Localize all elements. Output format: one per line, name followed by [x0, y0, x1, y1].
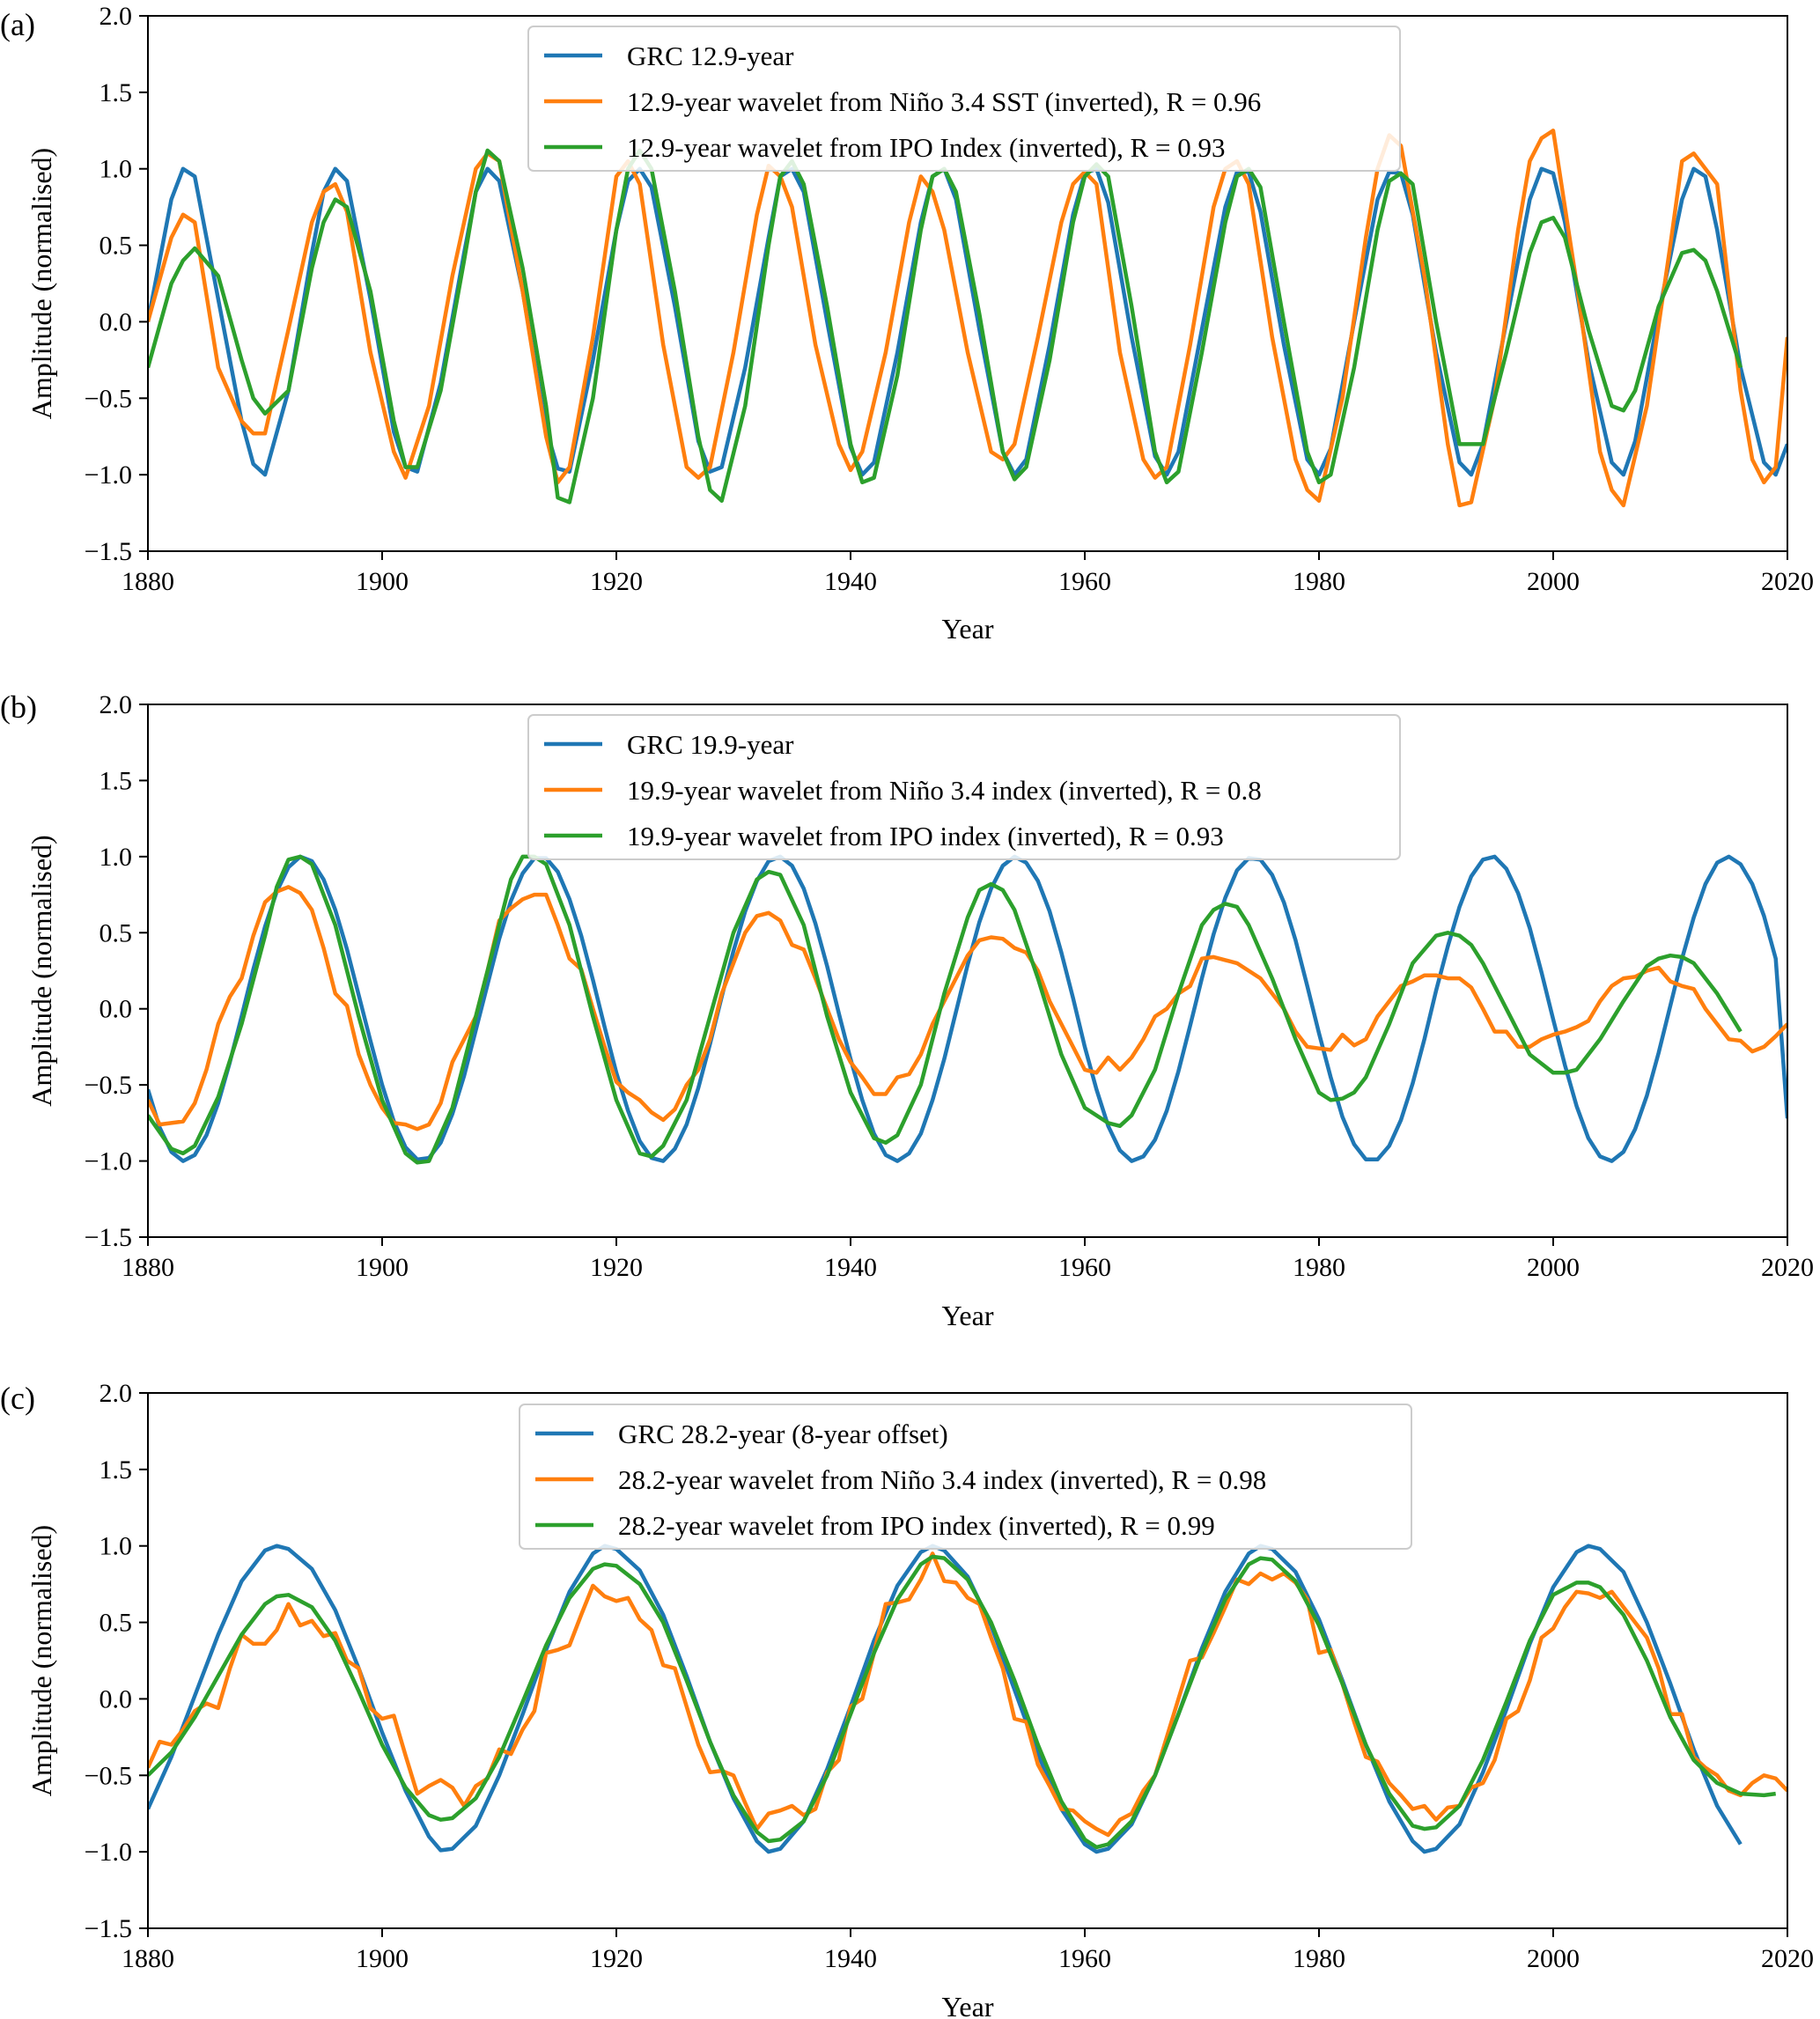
panel-label: (c)	[0, 1381, 35, 1416]
y-tick-label: 1.0	[99, 155, 133, 184]
y-axis-label: Amplitude (normalised)	[26, 1525, 57, 1796]
x-tick-label: 2000	[1527, 567, 1580, 596]
series-line-3	[148, 1554, 1777, 1850]
x-tick-label: 1900	[356, 1944, 409, 1973]
y-tick-label: 2.0	[99, 1379, 133, 1408]
series-line-2	[148, 885, 1787, 1131]
series-line-2	[148, 1551, 1787, 1838]
y-tick-label: −0.5	[85, 384, 132, 413]
legend-label: GRC 12.9-year	[627, 41, 794, 71]
panel-b: 1880 1900 1920 1940 1960 1980 2000 2020 −1.5 −1.0…	[0, 689, 1814, 1331]
axes-frame	[147, 1392, 1788, 1929]
panel-c: 1880 1900 1920 1940 1960 1980 2000 2020 −1.5 −1.0…	[0, 1379, 1814, 2019]
y-tick-label: −0.5	[85, 1761, 132, 1790]
series-line-1	[148, 1544, 1743, 1854]
legend-label: GRC 19.9-year	[627, 729, 794, 760]
y-tick-label: 1.5	[99, 78, 133, 107]
y-tick-label: −1.5	[85, 537, 132, 566]
y-axis-label: Amplitude (normalised)	[26, 835, 57, 1106]
legend: GRC 19.9-year 19.9-year wavelet from Niño…	[527, 714, 1401, 860]
legend-label: 19.9-year wavelet from Niño 3.4 index (i…	[627, 775, 1262, 806]
legend: GRC 12.9-year 12.9-year wavelet from Niño…	[527, 26, 1401, 172]
panel-label: (b)	[0, 689, 37, 725]
y-tick-label: 1.0	[99, 1532, 133, 1561]
x-tick-label: 1880	[122, 567, 174, 596]
x-tick-label: 1980	[1293, 1944, 1345, 1973]
x-axis-label: Year	[942, 1300, 994, 1331]
legend-box	[527, 26, 1401, 172]
y-tick-label: −1.0	[85, 1147, 132, 1176]
panel-label: (a)	[0, 7, 35, 42]
panel-a: 1880 1900 1920 1940 1960 1980 2000 2020 −1.5 −1.0…	[0, 2, 1814, 645]
x-axis-label: Year	[942, 1991, 994, 2019]
x-tick-label: 1880	[122, 1253, 174, 1282]
x-tick-label: 2020	[1761, 1253, 1814, 1282]
y-tick-label: 1.5	[99, 1455, 133, 1485]
legend-label: GRC 28.2-year (8-year offset)	[618, 1418, 948, 1449]
y-tick-label: −1.0	[85, 461, 132, 490]
legend-label: 19.9-year wavelet from IPO index (invert…	[627, 821, 1224, 851]
axes-frame	[147, 15, 1788, 552]
x-tick-label: 1940	[824, 1253, 877, 1282]
x-tick-label: 1980	[1293, 1253, 1345, 1282]
y-tick-label: −1.5	[85, 1914, 132, 1943]
legend-label: 12.9-year wavelet from Niño 3.4 SST (inv…	[627, 86, 1261, 117]
y-tick-label: −1.0	[85, 1838, 132, 1867]
y-tick-label: 0.0	[99, 1684, 133, 1713]
y-tick-label: −1.5	[85, 1223, 132, 1252]
x-tick-label: 1940	[824, 1944, 877, 1973]
series-line-2	[148, 129, 1787, 508]
x-axis-label: Year	[942, 613, 994, 645]
legend-label: 12.9-year wavelet from IPO Index (invert…	[627, 132, 1225, 163]
y-axis-label: Amplitude (normalised)	[26, 148, 57, 419]
y-tick-label: 0.5	[99, 232, 133, 261]
y-tick-label: −0.5	[85, 1071, 132, 1100]
y-tick-label: 2.0	[99, 690, 133, 719]
x-tick-label: 1920	[590, 567, 643, 596]
legend: GRC 28.2-year (8-year offset) 28.2-year w…	[519, 1404, 1412, 1550]
series-line-1	[148, 854, 1787, 1163]
legend-label: 28.2-year wavelet from Niño 3.4 index (i…	[618, 1464, 1266, 1495]
axes-frame	[147, 704, 1788, 1238]
x-tick-label: 1940	[824, 567, 877, 596]
y-tick-label: 1.5	[99, 766, 133, 795]
y-tick-label: 0.5	[99, 1609, 133, 1638]
legend-box	[519, 1404, 1412, 1550]
x-tick-label: 1880	[122, 1944, 174, 1973]
legend-box	[527, 714, 1401, 860]
y-tick-label: 0.0	[99, 307, 133, 336]
series-line-3	[148, 854, 1743, 1165]
x-tick-label: 1960	[1058, 567, 1111, 596]
y-tick-label: 0.5	[99, 918, 133, 947]
x-tick-label: 1960	[1058, 1944, 1111, 1973]
x-tick-label: 1960	[1058, 1253, 1111, 1282]
x-tick-label: 1900	[356, 567, 409, 596]
x-tick-label: 1920	[590, 1944, 643, 1973]
x-tick-label: 1980	[1293, 567, 1345, 596]
x-tick-label: 2020	[1761, 567, 1814, 596]
x-tick-label: 2000	[1527, 1253, 1580, 1282]
x-tick-label: 1900	[356, 1253, 409, 1282]
x-tick-label: 2020	[1761, 1944, 1814, 1973]
x-tick-label: 1920	[590, 1253, 643, 1282]
legend-label: 28.2-year wavelet from IPO index (invert…	[618, 1510, 1215, 1541]
x-tick-label: 2000	[1527, 1944, 1580, 1973]
y-tick-label: 2.0	[99, 2, 133, 31]
y-tick-label: 0.0	[99, 995, 133, 1024]
series-line-3	[148, 148, 1743, 505]
y-tick-label: 1.0	[99, 843, 133, 872]
